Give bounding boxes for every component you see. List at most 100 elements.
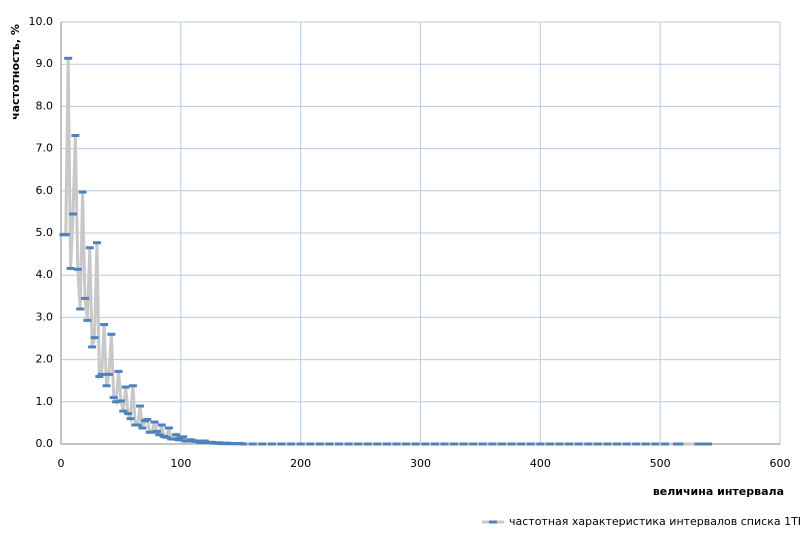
x-tick-label: 400 [530, 457, 551, 470]
y-tick-label: 8.0 [36, 99, 54, 112]
y-tick-label: 0.0 [36, 437, 54, 450]
marker [402, 442, 411, 446]
marker [593, 442, 602, 446]
x-tick-label: 100 [170, 457, 191, 470]
marker [155, 433, 164, 437]
y-tick-label: 1.0 [36, 395, 54, 408]
marker [536, 442, 545, 446]
marker [68, 212, 77, 216]
legend-marker [489, 520, 497, 524]
y-tick-label: 6.0 [36, 184, 54, 197]
marker [73, 267, 82, 271]
marker [150, 420, 159, 424]
y-tick-label: 10.0 [29, 15, 54, 28]
marker [277, 442, 286, 446]
y-tick-label: 2.0 [36, 353, 54, 366]
x-tick-label: 600 [770, 457, 791, 470]
marker [112, 400, 121, 404]
marker [555, 442, 564, 446]
marker [565, 442, 574, 446]
marker [363, 442, 372, 446]
marker [699, 442, 708, 446]
marker [613, 442, 622, 446]
y-tick-label: 5.0 [36, 226, 54, 239]
marker [632, 442, 641, 446]
marker [76, 307, 85, 311]
marker [325, 442, 334, 446]
marker [440, 442, 449, 446]
marker [430, 442, 439, 446]
marker [133, 423, 142, 427]
marker [109, 396, 118, 400]
marker [603, 442, 612, 446]
y-tick-label: 4.0 [36, 268, 54, 281]
x-tick-label: 0 [58, 457, 65, 470]
marker [138, 426, 147, 430]
marker [71, 134, 80, 138]
marker [128, 384, 137, 388]
marker [574, 442, 583, 446]
marker [296, 442, 305, 446]
marker [675, 442, 684, 446]
x-tick-label: 200 [290, 457, 311, 470]
marker [157, 423, 166, 427]
marker [64, 56, 73, 60]
y-tick-label: 9.0 [36, 57, 54, 70]
y-tick-label: 3.0 [36, 310, 54, 323]
marker [392, 442, 401, 446]
x-axis-title: величина интервала [653, 485, 784, 498]
marker [469, 442, 478, 446]
marker [124, 412, 133, 416]
marker [526, 442, 535, 446]
marker [200, 439, 209, 443]
marker [239, 442, 248, 446]
marker [248, 442, 257, 446]
marker [641, 442, 650, 446]
x-tick-label: 500 [650, 457, 671, 470]
marker [162, 435, 171, 439]
marker [694, 442, 703, 446]
marker [136, 404, 145, 408]
marker [97, 372, 106, 376]
marker [421, 442, 430, 446]
marker [107, 332, 116, 336]
marker [344, 442, 353, 446]
marker [411, 442, 420, 446]
marker [287, 442, 296, 446]
marker [704, 442, 713, 446]
marker [148, 430, 157, 434]
marker [660, 442, 669, 446]
marker [584, 442, 593, 446]
marker [315, 442, 324, 446]
marker [517, 442, 526, 446]
marker [61, 233, 70, 237]
y-axis-title: частотность, % [9, 24, 22, 120]
marker [95, 374, 104, 378]
marker [258, 442, 267, 446]
x-tick-label: 300 [410, 457, 431, 470]
marker [152, 429, 161, 433]
marker [92, 241, 101, 245]
marker [104, 372, 113, 376]
marker [102, 384, 111, 388]
marker [382, 442, 391, 446]
series-line [63, 58, 709, 446]
marker [90, 336, 99, 340]
marker [622, 442, 631, 446]
marker [306, 442, 315, 446]
marker [85, 246, 94, 250]
marker [143, 418, 152, 422]
marker [114, 369, 123, 373]
marker [450, 442, 459, 446]
marker [354, 442, 363, 446]
marker [459, 442, 468, 446]
marker [119, 409, 128, 413]
marker [174, 438, 183, 442]
marker [488, 442, 497, 446]
marker [179, 435, 188, 439]
marker [100, 323, 109, 327]
legend-label: частотная характеристика интервалов спис… [509, 515, 800, 528]
marker [373, 442, 382, 446]
marker [507, 442, 516, 446]
